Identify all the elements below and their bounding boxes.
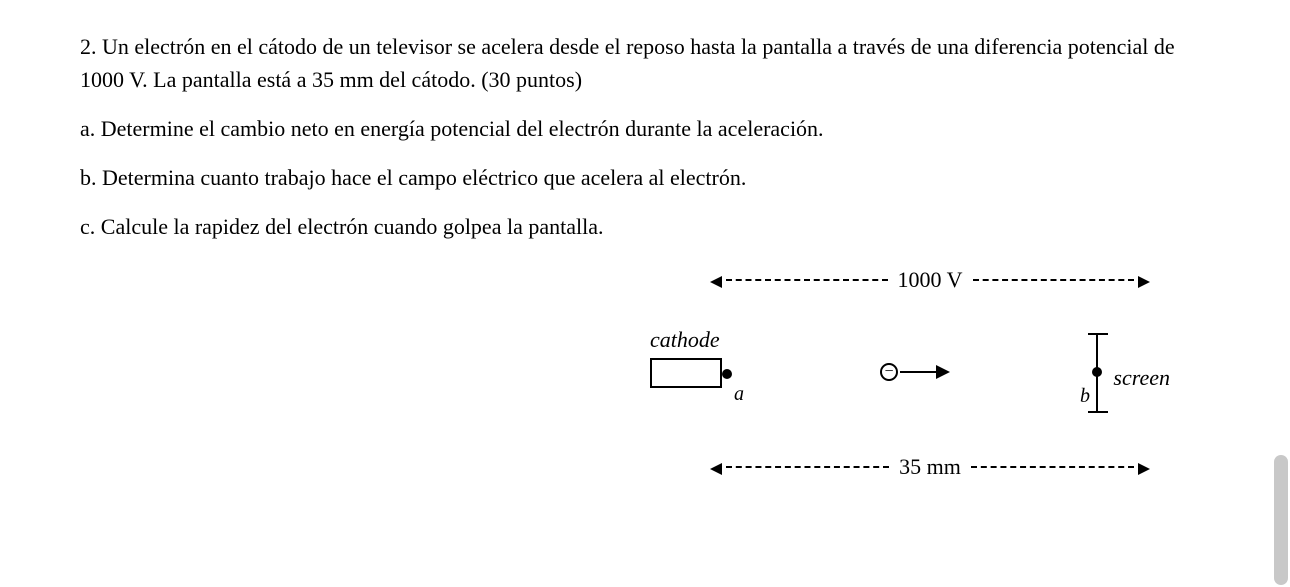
electron-with-arrow: − <box>880 363 950 381</box>
point-b-dot <box>1092 367 1102 377</box>
arrow-right-icon <box>1140 263 1150 296</box>
point-a-dot <box>722 369 732 379</box>
distance-label: 35 mm <box>895 450 965 483</box>
velocity-arrow-shaft <box>900 371 936 373</box>
dash-line <box>973 279 1135 281</box>
arrow-right-icon <box>1140 450 1150 483</box>
cathode-box <box>650 358 722 388</box>
dash-line <box>971 466 1134 468</box>
point-b-label: b <box>1080 381 1090 411</box>
cathode-label: cathode <box>650 323 720 356</box>
dash-line <box>726 279 888 281</box>
voltage-dimension: 1000 V <box>710 263 1150 296</box>
problem-part-b: b. Determina cuanto trabajo hace el camp… <box>80 161 1210 194</box>
velocity-arrow-head-icon <box>936 365 950 379</box>
screen-label: screen <box>1113 361 1170 394</box>
electron-icon: − <box>880 363 898 381</box>
problem-intro: 2. Un electrón en el cátodo de un televi… <box>80 30 1210 96</box>
voltage-label: 1000 V <box>894 263 967 296</box>
arrow-left-icon <box>710 450 720 483</box>
electron-symbol: − <box>884 364 893 380</box>
scrollbar-thumb[interactable] <box>1274 455 1288 585</box>
problem-page: 2. Un electrón en el cátodo de un televi… <box>0 0 1290 493</box>
point-a-label: a <box>734 379 744 409</box>
screen-tick <box>1088 411 1108 413</box>
distance-dimension: 35 mm <box>710 450 1150 483</box>
figure-container: 1000 V cathode a − b screen <box>80 263 1210 493</box>
screen-tick <box>1088 333 1108 335</box>
cathode-screen-diagram: 1000 V cathode a − b screen <box>650 263 1170 493</box>
problem-part-c: c. Calcule la rapidez del electrón cuand… <box>80 210 1210 243</box>
arrow-left-icon <box>710 263 720 296</box>
problem-part-a: a. Determine el cambio neto en energía p… <box>80 112 1210 145</box>
dash-line <box>726 466 889 468</box>
